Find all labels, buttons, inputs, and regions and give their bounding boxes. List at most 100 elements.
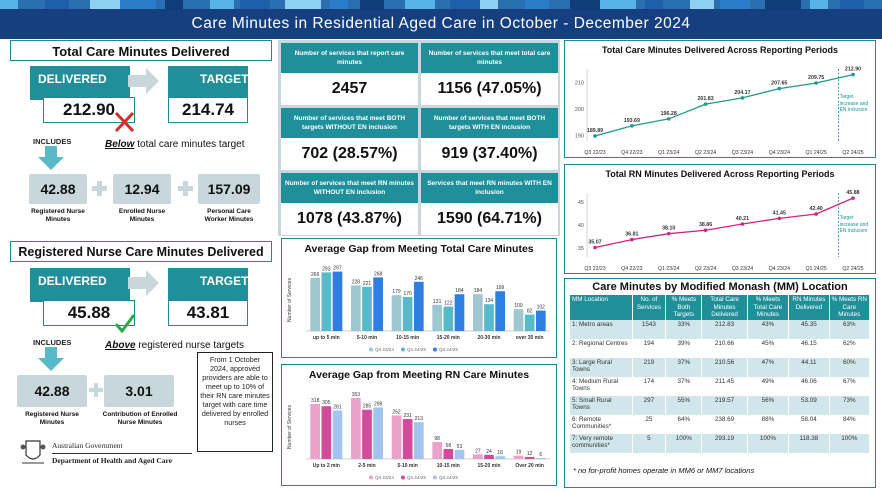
header-stripe <box>210 0 234 9</box>
bar-data-label: 268 <box>374 271 383 277</box>
point-data-label: 212.90 <box>845 67 861 73</box>
bar-data-label: 353 <box>352 392 361 398</box>
mm-cell: 46.15 <box>788 338 830 358</box>
bar-data-label: 184 <box>455 288 464 294</box>
arrow-down-icon <box>38 347 64 371</box>
mm-row: 4: Medium Rural Towns 174 37% 211.45 49% 46.0… <box>570 376 871 396</box>
mm-cell: 53.09 <box>788 395 830 415</box>
mm-cell: 7: Very remote communities* <box>570 433 633 453</box>
data-point <box>740 222 745 226</box>
mm-cell: 73% <box>829 395 871 415</box>
mm-row: 1: Metro areas 1543 33% 212.83 43% 45.35 63% <box>570 319 871 339</box>
header-stripe <box>360 0 384 9</box>
total-line-chart: 190 200 210 Target increase and EN inclusio… <box>575 67 868 156</box>
mm-cell: 49% <box>747 376 790 396</box>
bar-data-label: 53 <box>457 444 463 450</box>
mm-cell: 238.69 <box>701 414 748 434</box>
mm-cell: 210.56 <box>701 357 748 377</box>
x-tick-label: Q1 23/24 <box>658 150 679 156</box>
mm-cell: 43% <box>747 319 790 339</box>
series-line <box>594 73 854 137</box>
bar-data-label: 184 <box>474 288 483 294</box>
legend-label: Q1 24/25 <box>407 347 426 352</box>
mm-header-cell: MM Location <box>570 295 633 320</box>
x-tick-label: 2-5 min <box>358 463 376 469</box>
bar <box>310 277 321 331</box>
bar <box>473 454 483 459</box>
bar <box>402 297 413 331</box>
rn-delivered-box: Delivered <box>30 268 130 302</box>
bar <box>332 271 343 331</box>
bar <box>443 306 454 331</box>
bar <box>413 422 424 459</box>
data-point <box>740 96 745 100</box>
mm-cell: 5: Small Rural Towns <box>570 395 633 415</box>
mm-cell: 67% <box>829 376 871 396</box>
bar-data-label: 131 <box>433 299 442 305</box>
mm-cell: 33% <box>665 319 703 339</box>
mm-header-cell: % Meets Both Targets <box>665 295 703 320</box>
header-stripe <box>840 0 864 9</box>
data-point <box>593 134 597 138</box>
header-stripe <box>450 0 486 9</box>
mm-cell: 2: Regional Centres <box>570 338 633 358</box>
bar <box>402 419 413 459</box>
stat-value: 1590 (64.71%) <box>421 203 558 235</box>
mm-header-cell: Total Care Minutes Delivered <box>701 295 748 320</box>
rn-care-title-box: Registered Nurse Care Minutes Delivered <box>10 241 272 262</box>
logo-line1: Australian Government <box>52 441 123 450</box>
mm-header-cell: No. of Services <box>632 295 667 320</box>
legend-label: Q2 24/25 <box>439 347 458 352</box>
mm-row: 6: Remote Communities* 25 64% 238.69 88% 58.0… <box>570 414 871 434</box>
x-tick-label: Q4 22/23 <box>621 266 642 272</box>
bar <box>391 415 402 459</box>
mm-cell: 293.19 <box>701 433 748 453</box>
point-data-label: 201.83 <box>697 96 713 102</box>
gap-rn-chart-title: Average Gap from Meeting RN Care Minutes <box>308 369 530 381</box>
y-tick-label: 190 <box>575 134 584 140</box>
arrow-right-icon <box>128 68 159 94</box>
bar-data-label: 285 <box>363 404 372 410</box>
legend-marker <box>433 347 437 352</box>
rn-care-title: Registered Nurse Care Minutes Delivered <box>18 245 264 259</box>
bar-data-label: 266 <box>311 272 320 278</box>
point-data-label: 209.75 <box>808 75 824 81</box>
bar <box>321 272 332 331</box>
mm-cell: 100% <box>747 433 790 453</box>
data-point <box>851 72 855 77</box>
bar <box>443 448 454 459</box>
bar-data-label: 293 <box>322 266 331 272</box>
bar <box>495 456 505 459</box>
stat-label: Number of services that meet total care … <box>421 43 558 73</box>
header-stripe <box>0 0 18 9</box>
mm-cell: 5 <box>632 433 667 453</box>
rn-includes-label: INCLUDES <box>33 338 72 347</box>
y-tick-label: 210 <box>575 80 584 86</box>
above-text: Above registered nurse targets <box>105 340 244 351</box>
data-point <box>851 196 855 200</box>
data-point <box>630 124 634 128</box>
rn-minutes-label: Registered Nurse Minutes <box>31 208 85 223</box>
bar <box>432 442 443 459</box>
x-tick-label: up to 5 min <box>313 335 340 341</box>
mm-body: 1: Metro areas 1543 33% 212.83 43% 45.35 63% 2:… <box>570 319 871 453</box>
mm-cell: 37% <box>665 357 703 377</box>
series-line <box>594 197 854 249</box>
mm-header-cell: % Meets Total Care Minutes <box>747 295 790 320</box>
mm-cell: 45% <box>747 338 790 358</box>
x-tick-label: Q3 22/23 <box>584 266 605 272</box>
mm-cell: 211.45 <box>701 376 748 396</box>
header-stripe <box>240 0 270 9</box>
point-data-label: 42.40 <box>810 206 823 212</box>
point-data-label: 36.81 <box>625 232 638 238</box>
x-tick-label: over 30 min <box>516 335 544 341</box>
header-stripes <box>0 0 882 9</box>
legend-marker <box>401 347 405 352</box>
stat-value: 1156 (47.05%) <box>421 73 558 105</box>
stat-label: Number of services that meet BOTH target… <box>421 108 558 138</box>
x-tick-label: Q2 24/25 <box>842 150 863 156</box>
x-tick-label: Over 20 min <box>515 463 544 469</box>
mm-cell: 37% <box>665 376 703 396</box>
x-tick-label: Q2 23/24 <box>695 150 716 156</box>
bar <box>524 314 535 331</box>
